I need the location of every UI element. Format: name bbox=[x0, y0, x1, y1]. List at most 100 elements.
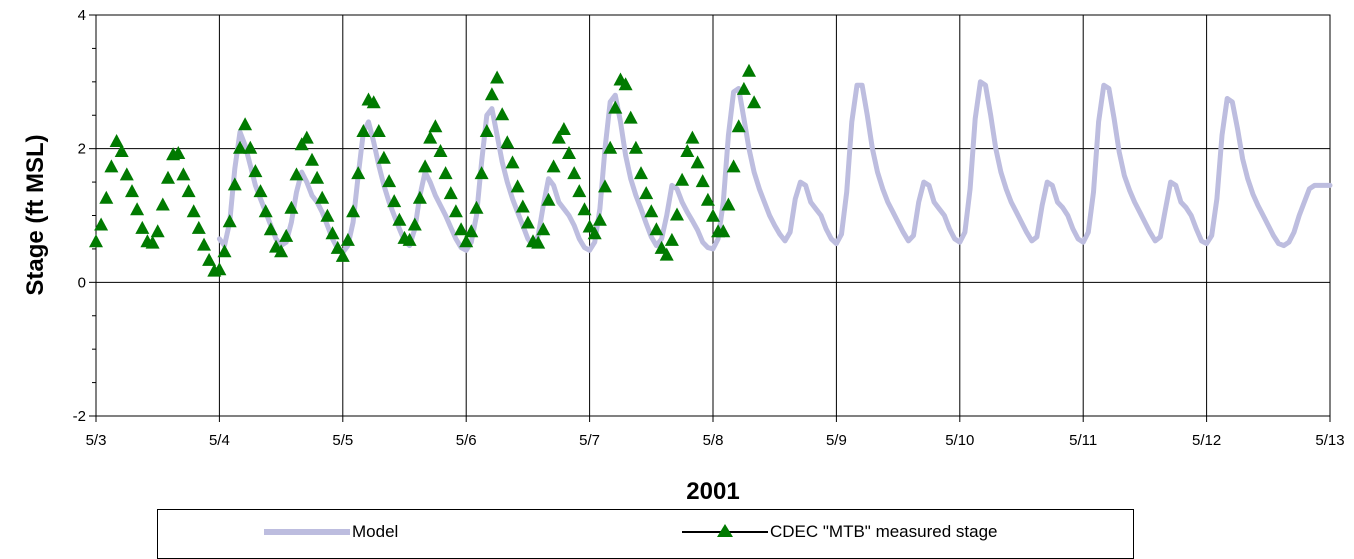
cdec-point bbox=[356, 124, 371, 137]
cdec-point bbox=[176, 167, 191, 181]
cdec-point bbox=[212, 262, 227, 276]
cdec-point bbox=[546, 159, 561, 173]
cdec-point bbox=[505, 155, 520, 169]
cdec-point bbox=[562, 146, 576, 159]
cdec-point bbox=[340, 232, 355, 246]
cdec-point bbox=[608, 100, 623, 114]
cdec-point bbox=[171, 146, 186, 159]
x-tick-label: 5/9 bbox=[826, 432, 847, 449]
x-tick-label: 5/3 bbox=[86, 432, 107, 449]
cdec-point bbox=[747, 95, 762, 109]
cdec-point bbox=[479, 124, 494, 137]
cdec-point bbox=[94, 217, 109, 231]
cdec-point bbox=[253, 184, 268, 198]
x-tick-labels: 5/3 5/4 5/5 5/6 5/7 5/8 5/9 5/10 5/11 5/12 5/13 bbox=[86, 432, 1345, 449]
cdec-point bbox=[736, 81, 751, 95]
cdec-point bbox=[289, 167, 304, 181]
y-tick-label: 4 bbox=[78, 7, 86, 24]
cdec-point bbox=[592, 212, 607, 226]
y-tick-label: 0 bbox=[78, 274, 86, 291]
cdec-point bbox=[150, 224, 165, 238]
cdec-point bbox=[572, 184, 587, 198]
y-axis-title: Stage (ft MSL) bbox=[22, 134, 49, 295]
cdec-point bbox=[407, 217, 422, 231]
cdec-point bbox=[161, 170, 175, 184]
cdec-point bbox=[510, 179, 525, 193]
cdec-point bbox=[279, 228, 294, 242]
cdec-point bbox=[464, 224, 479, 238]
cdec-point bbox=[376, 150, 391, 164]
legend: Model CDEC "MTB" measured stage bbox=[157, 509, 1134, 559]
cdec-point bbox=[233, 140, 247, 154]
cdec-point bbox=[634, 166, 648, 180]
cdec-point bbox=[351, 166, 366, 180]
cdec-point bbox=[659, 247, 674, 261]
cdec-point bbox=[366, 95, 381, 109]
cdec-point bbox=[706, 208, 720, 222]
cdec-point bbox=[448, 204, 463, 218]
cdec-point bbox=[335, 248, 350, 262]
cdec-point bbox=[459, 234, 474, 248]
cdec-point bbox=[315, 190, 330, 204]
legend-label-cdec: CDEC "MTB" measured stage bbox=[770, 522, 998, 541]
cdec-point bbox=[263, 222, 278, 236]
legend-item-cdec: CDEC "MTB" measured stage bbox=[680, 520, 997, 544]
cdec-point bbox=[109, 134, 124, 147]
cdec-point bbox=[402, 232, 417, 246]
series-model-line bbox=[216, 79, 1333, 255]
cdec-point bbox=[299, 130, 314, 144]
cdec-point bbox=[418, 159, 433, 173]
cdec-point bbox=[274, 244, 289, 258]
x-axis-title: 2001 bbox=[686, 478, 739, 505]
legend-cdec-swatch bbox=[682, 524, 768, 537]
cdec-point bbox=[577, 202, 592, 216]
cdec-point bbox=[155, 197, 170, 211]
cdec-point bbox=[191, 220, 206, 234]
cdec-point bbox=[603, 140, 618, 154]
cdec-point bbox=[217, 244, 232, 258]
cdec-point bbox=[731, 119, 746, 133]
cdec-point bbox=[202, 252, 217, 266]
cdec-point bbox=[726, 159, 741, 173]
cdec-point bbox=[258, 204, 273, 218]
series-cdec bbox=[89, 63, 762, 277]
cdec-point bbox=[428, 119, 443, 133]
y-tick-label: -2 bbox=[73, 408, 86, 425]
cdec-point bbox=[222, 214, 237, 228]
cdec-point bbox=[294, 137, 309, 151]
cdec-point bbox=[515, 199, 530, 213]
x-tick-label: 5/7 bbox=[579, 432, 600, 449]
cdec-point bbox=[474, 166, 489, 180]
cdec-point bbox=[99, 190, 114, 204]
minor-ticks bbox=[89, 14, 1331, 422]
cdec-point bbox=[716, 224, 731, 238]
legend-label-model: Model bbox=[352, 522, 399, 541]
cdec-point bbox=[567, 166, 582, 180]
cdec-point bbox=[628, 140, 643, 154]
series-model bbox=[216, 79, 1333, 255]
cdec-point bbox=[284, 200, 299, 214]
x-tick-label: 5/4 bbox=[209, 432, 230, 449]
cdec-point bbox=[587, 226, 602, 240]
cdec-point bbox=[104, 159, 119, 173]
cdec-point bbox=[238, 117, 253, 131]
x-tick-label: 5/11 bbox=[1069, 432, 1097, 449]
cdec-point bbox=[119, 167, 134, 181]
x-tick-label: 5/12 bbox=[1192, 432, 1221, 449]
y-tick-label: 2 bbox=[78, 141, 86, 158]
cdec-point bbox=[130, 202, 145, 216]
cdec-point bbox=[680, 144, 695, 157]
y-tick-labels: -2 0 2 4 bbox=[73, 7, 86, 425]
cdec-point bbox=[721, 197, 736, 211]
cdec-point bbox=[382, 174, 397, 188]
x-tick-label: 5/10 bbox=[945, 432, 974, 449]
cdec-point bbox=[412, 190, 427, 204]
cdec-point bbox=[664, 232, 679, 246]
cdec-point bbox=[649, 222, 664, 236]
cdec-point bbox=[454, 222, 469, 236]
x-tick-label: 5/13 bbox=[1315, 432, 1344, 449]
cdec-point bbox=[371, 124, 386, 137]
cdec-point bbox=[690, 155, 705, 169]
cdec-point bbox=[433, 144, 448, 157]
cdec-point bbox=[639, 186, 654, 200]
